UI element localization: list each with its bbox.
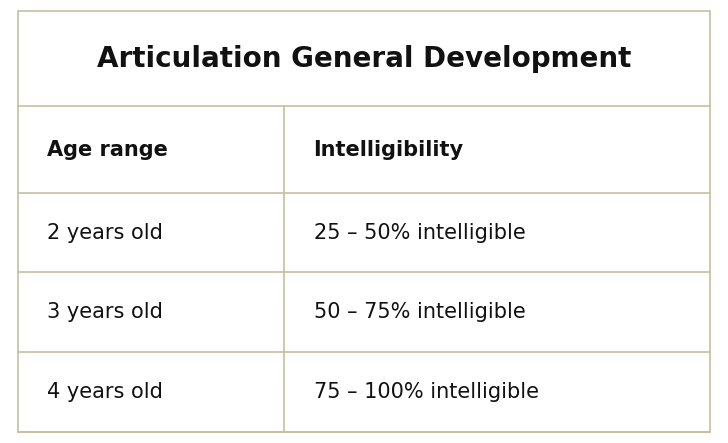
Text: 2 years old: 2 years old xyxy=(47,222,163,243)
Text: 4 years old: 4 years old xyxy=(47,382,163,402)
Text: Age range: Age range xyxy=(47,140,168,159)
Text: Intelligibility: Intelligibility xyxy=(314,140,464,159)
Text: Articulation General Development: Articulation General Development xyxy=(97,45,631,73)
Text: 3 years old: 3 years old xyxy=(47,302,163,323)
Text: 50 – 75% intelligible: 50 – 75% intelligible xyxy=(314,302,526,323)
Text: 25 – 50% intelligible: 25 – 50% intelligible xyxy=(314,222,526,243)
Text: 75 – 100% intelligible: 75 – 100% intelligible xyxy=(314,382,539,402)
